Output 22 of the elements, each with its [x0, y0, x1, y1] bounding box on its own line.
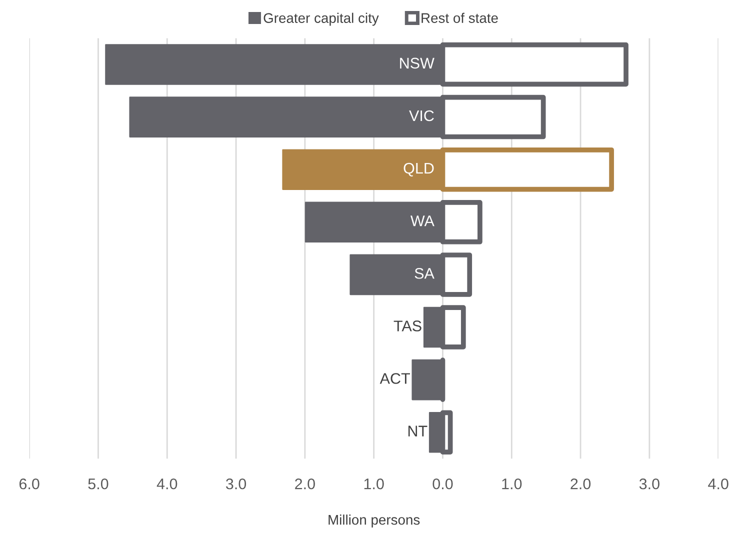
y-tick-label: SA — [414, 268, 434, 279]
y-tick-label: QLD — [404, 162, 434, 176]
y-tick-label: WA — [410, 216, 434, 226]
x-axis-title: Million persons — [328, 514, 420, 528]
legend-label: Greater capital city — [264, 12, 379, 26]
x-tick-label: 4.0 — [156, 478, 178, 490]
x-tick-label: 6.0 — [19, 478, 40, 490]
x-tick-label: 3.0 — [639, 478, 660, 490]
y-tick-label: TAS — [394, 320, 422, 332]
x-tick-label: 2.0 — [295, 478, 315, 490]
x-tick-label: 3.0 — [226, 478, 246, 490]
x-tick-label: 0.0 — [432, 478, 453, 490]
x-tick-label: 1.0 — [502, 478, 522, 490]
y-tick-label: NSW — [400, 58, 434, 69]
legend-label: Rest of state — [422, 12, 498, 23]
x-tick-label: 5.0 — [88, 478, 108, 490]
y-tick-label: VIC — [409, 110, 434, 122]
y-tick-label: ACT — [380, 373, 410, 384]
y-tick-label: NT — [408, 426, 428, 436]
x-tick-label: 4.0 — [708, 478, 728, 490]
x-tick-label: 1.0 — [364, 478, 384, 490]
x-tick-label: 2.0 — [570, 478, 591, 490]
